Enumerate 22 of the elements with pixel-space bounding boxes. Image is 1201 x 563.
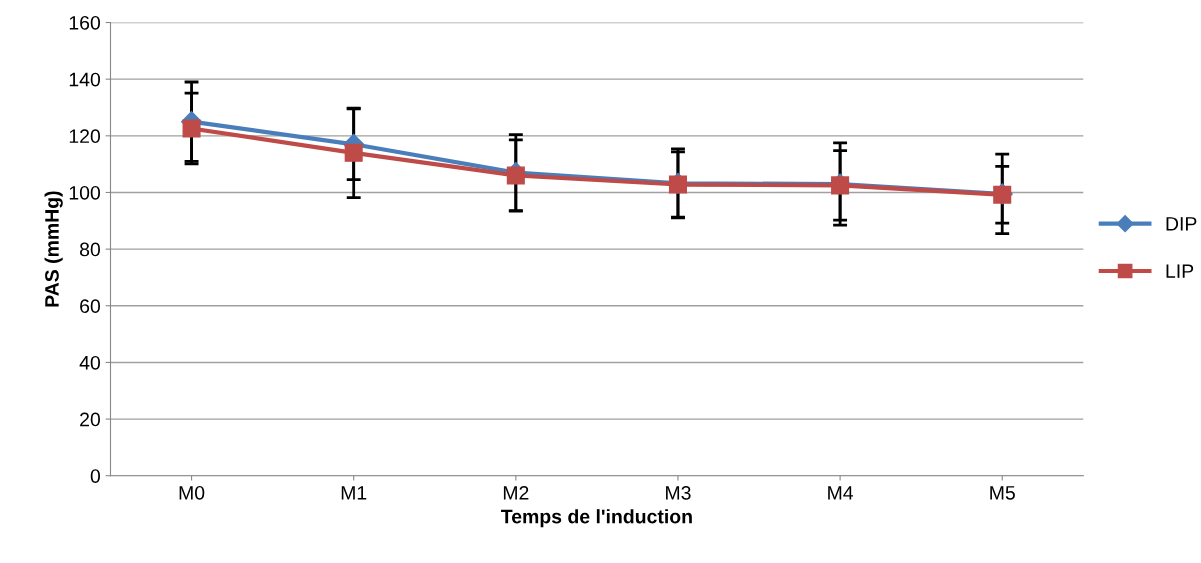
x-tick-label: M1 — [341, 486, 367, 500]
x-axis-title: Temps de l'induction — [501, 509, 692, 528]
x-tick-label: M4 — [828, 486, 854, 500]
point — [506, 166, 525, 185]
legend-label: LIP — [1166, 264, 1194, 278]
y-tick-label: 100 — [69, 185, 101, 200]
y-tick-label: 160 — [69, 15, 101, 30]
y-tick-label: 60 — [80, 299, 101, 314]
x-tick-label: M0 — [179, 485, 205, 500]
y-tick-label: 20 — [80, 412, 101, 427]
point — [344, 143, 363, 162]
y-tick-label: 0 — [90, 469, 101, 483]
y-tick-label: 140 — [69, 72, 101, 87]
x-tick-label: M3 — [666, 485, 691, 500]
point — [182, 119, 201, 138]
legend-label: DIP — [1166, 217, 1197, 231]
y-tick-label: 120 — [69, 129, 101, 144]
y-tick-label: 40 — [79, 355, 101, 370]
y-axis-title: PAS (mmHg) — [44, 191, 63, 307]
x-tick-label: M2 — [503, 485, 529, 500]
x-tick-label: M5 — [990, 486, 1015, 500]
y-tick-label: 80 — [79, 242, 101, 257]
